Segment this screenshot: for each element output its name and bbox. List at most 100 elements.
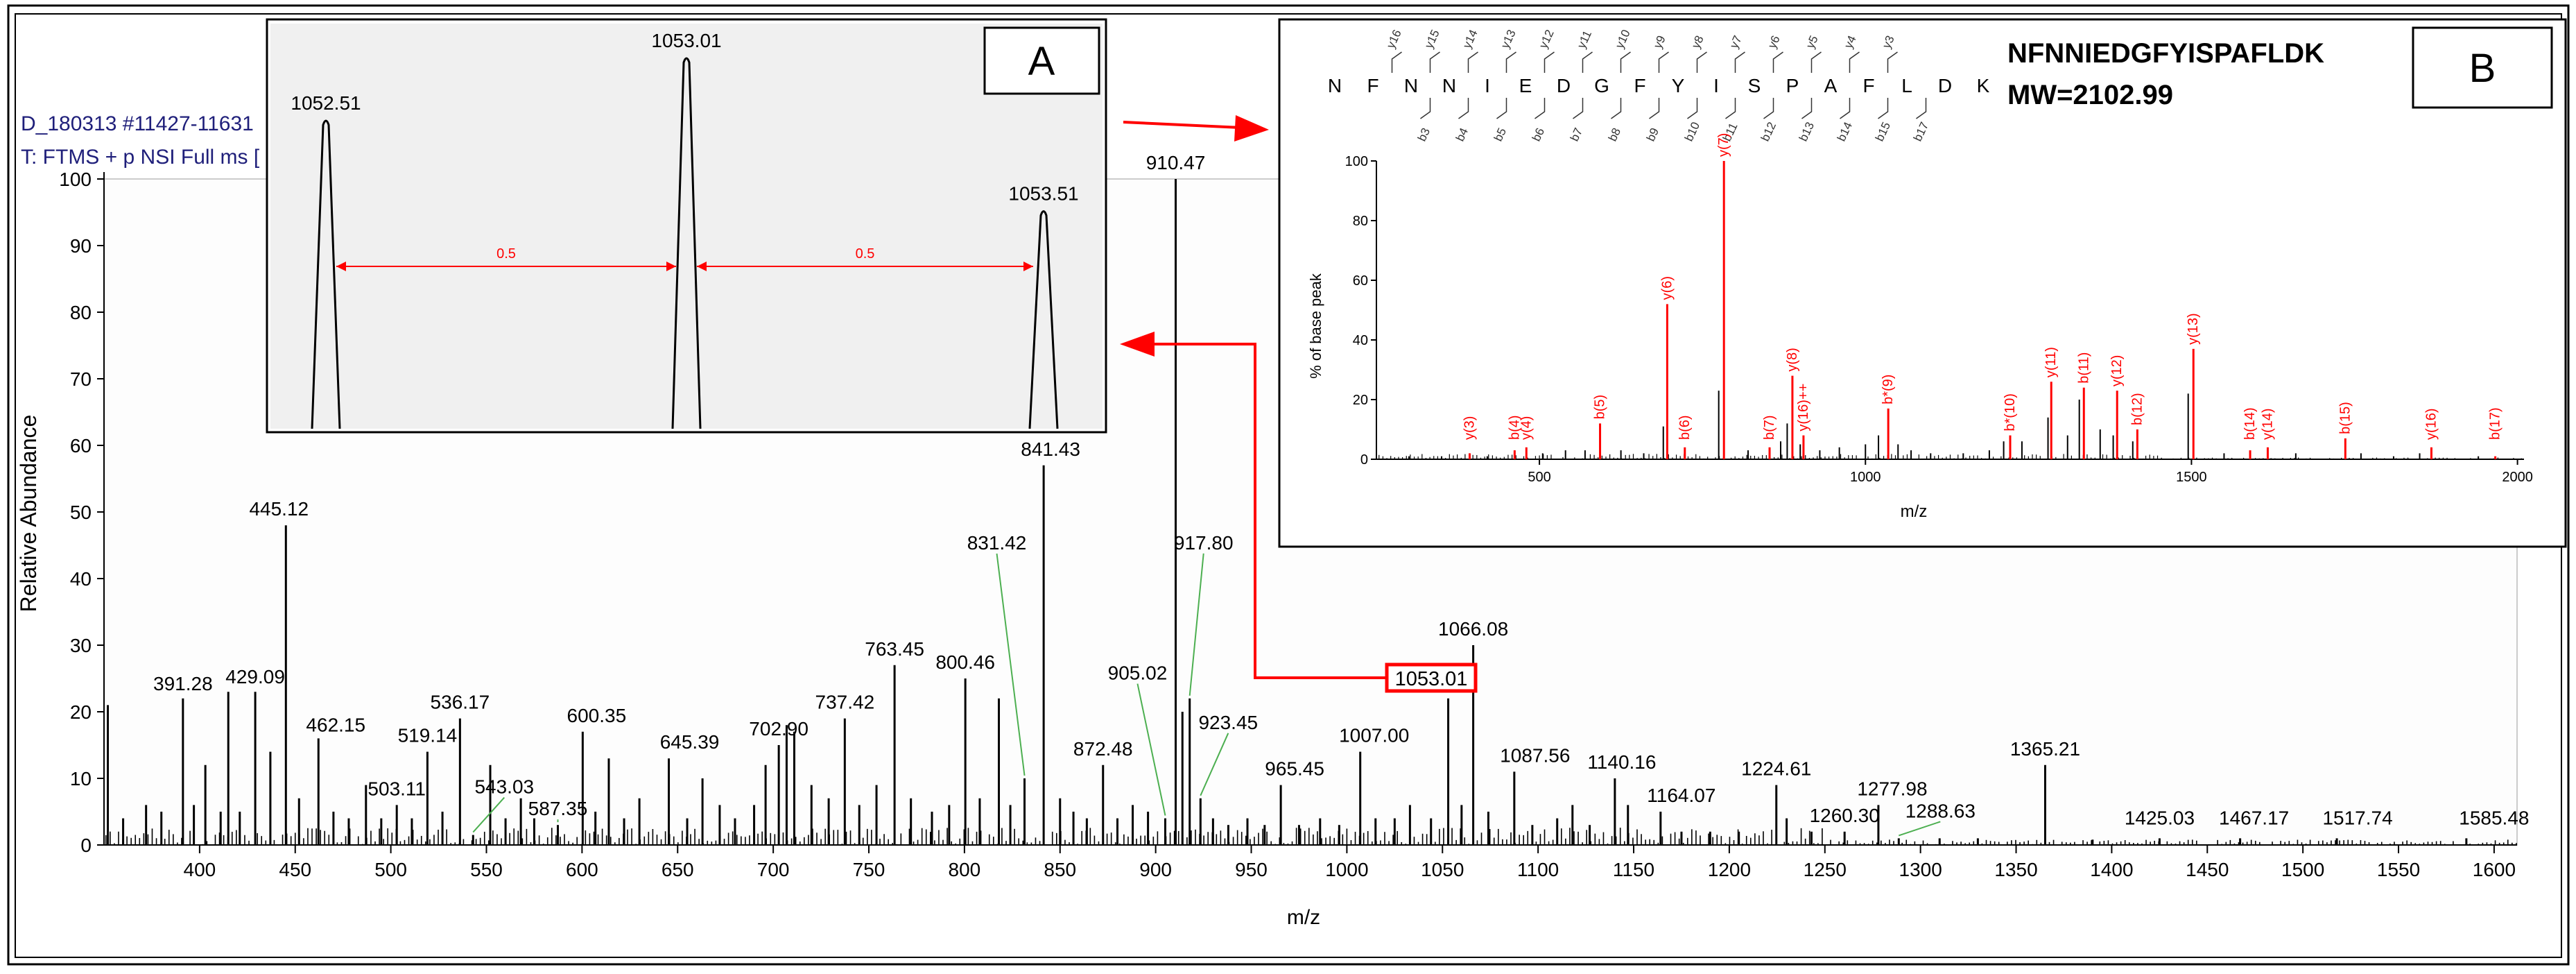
y-ion-mark (1505, 51, 1516, 73)
b-ion-mark (1840, 98, 1851, 119)
sequence-residue: L (1901, 75, 1912, 96)
main-peak-label: 737.42 (815, 692, 875, 713)
y-ion-mark (1582, 51, 1593, 73)
inset-b-ion-label: y(16) (2423, 408, 2439, 440)
inset-b-ion-label: b(17) (2488, 407, 2503, 440)
main-x-tick-label: 1150 (1613, 859, 1654, 880)
sequence-residue: K (1977, 75, 1990, 96)
y-ion-mark (1772, 51, 1783, 73)
sequence-residue: F (1367, 75, 1378, 96)
inset-b-ion-label: b(15) (2337, 402, 2353, 434)
inset-b-ion-label: b(7) (1762, 415, 1777, 440)
inset-a-peaks: 1052.51 1053.01 1053.51 0.5 0.5 (291, 30, 1079, 429)
main-peak-label: 519.14 (398, 725, 458, 746)
spacing-arrowhead-icon (336, 262, 346, 271)
peptide-mw: MW=2102.99 (2007, 80, 2173, 110)
inset-b-y-tick-label: 0 (1360, 452, 1368, 468)
connector-line-a (1151, 343, 1387, 679)
b-ion-mark (1420, 98, 1431, 119)
main-peak-label: 965.45 (1265, 758, 1324, 780)
peptide-sequence-title: NFNNIEDGFYISPAFLDK (2007, 38, 2324, 69)
main-peak-label: 831.42 (967, 532, 1027, 554)
main-peak-label: 600.35 (567, 705, 627, 726)
main-x-tick-label: 1050 (1421, 859, 1464, 880)
b-ion-mark (1801, 98, 1813, 119)
b-ion-mark (1535, 98, 1546, 119)
main-y-tick-label: 40 (70, 568, 92, 590)
inset-b-x-tick-label: 1500 (2176, 470, 2207, 485)
main-peak-label: 587.35 (528, 798, 588, 819)
sequence-residue: N (1442, 75, 1456, 96)
main-x-tick-label: 1200 (1708, 859, 1751, 880)
inset-b-y-tick-label: 80 (1353, 214, 1368, 229)
sequence-residue: D (1938, 75, 1952, 96)
main-y-tick-label: 100 (59, 169, 92, 190)
main-peak-label: 391.28 (153, 673, 213, 694)
main-y-tick-label: 10 (70, 768, 92, 789)
peak-leader-line (996, 553, 1026, 776)
scan-header-line2: T: FTMS + p NSI Full ms [ (21, 146, 260, 169)
inset-b-ion-label: y(12) (2109, 355, 2125, 387)
inset-b-y-tick-label: 40 (1353, 333, 1368, 348)
main-peak-label: 1260.30 (1810, 805, 1880, 826)
main-x-tick-label: 1400 (2090, 859, 2133, 880)
sequence-residue: N (1328, 75, 1342, 96)
inset-b-x-axis-label: m/z (1901, 502, 1928, 521)
inset-b-ion-label: y(16)++ (1796, 384, 1811, 432)
main-x-tick-label: 1000 (1325, 859, 1368, 880)
main-peak-label: 1140.16 (1587, 751, 1656, 773)
sequence-residue: S (1748, 75, 1761, 96)
main-peak-label: 1288.63 (1905, 800, 1976, 821)
main-y-tick-label: 60 (70, 435, 92, 456)
main-peak-label: 1365.21 (2010, 738, 2080, 760)
main-peak-label: 1425.03 (2125, 807, 2195, 828)
main-x-tick-label: 950 (1235, 859, 1268, 880)
inset-b-ion-label: y(13) (2186, 313, 2201, 345)
inset-b-frame (1278, 18, 2567, 548)
b-ion-mark (1611, 98, 1622, 119)
main-peak-label: 702.90 (749, 718, 809, 740)
main-peak-label: 1224.61 (1741, 758, 1811, 780)
main-x-tick-label: 1550 (2377, 859, 2420, 880)
inset-b-label: B (2469, 46, 2496, 91)
main-x-tick-label: 1350 (1994, 859, 2037, 880)
inset-b-x-tick-label: 2000 (2502, 470, 2533, 485)
inset-b-x-tick-label: 500 (1528, 470, 1550, 485)
main-x-tick-label: 1450 (2186, 859, 2229, 880)
y-ion-mark (1429, 51, 1440, 73)
main-x-tick-label: 1500 (2281, 859, 2324, 880)
main-peak-label: 841.43 (1021, 438, 1080, 460)
main-x-tick-label: 1250 (1804, 859, 1847, 880)
isotope-peak (1028, 210, 1059, 429)
y-ion-mark (1734, 51, 1745, 73)
main-peak-label: 462.15 (306, 714, 365, 735)
spacing-label: 0.5 (496, 246, 516, 262)
b-ion-mark (1649, 98, 1660, 119)
y-ion-mark (1544, 51, 1555, 73)
sequence-residue: I (1713, 75, 1719, 96)
main-x-tick-label: 400 (184, 859, 216, 880)
inset-b-ion-label: b(6) (1677, 415, 1693, 440)
inset-b-ion-label: b*(10) (2003, 393, 2018, 431)
y-ion-mark (1658, 51, 1669, 73)
main-peak-label: 1087.56 (1500, 744, 1570, 766)
main-peak-label: 763.45 (865, 638, 924, 660)
main-peak-label: 445.12 (249, 498, 309, 520)
main-y-tick-label: 20 (70, 701, 92, 723)
main-x-tick-label: 750 (853, 859, 885, 880)
sequence-residue: E (1519, 75, 1532, 96)
inset-b-ion-label: y(11) (2043, 347, 2059, 377)
arrowhead-a-icon (1120, 332, 1155, 357)
inset-a-label-box (983, 26, 1100, 95)
inset-b-ion-label: b*(9) (1881, 375, 1896, 404)
main-x-tick-label: 550 (470, 859, 503, 880)
inset-b-ion-label: y(6) (1659, 276, 1675, 300)
spacing-arrowhead-icon (666, 262, 676, 271)
sequence-residue: F (1862, 75, 1874, 96)
y-ion-mark (1887, 51, 1898, 73)
b-ion-mark (1687, 98, 1698, 119)
b-ion-mark (1725, 98, 1736, 119)
main-x-tick-label: 700 (757, 859, 790, 880)
